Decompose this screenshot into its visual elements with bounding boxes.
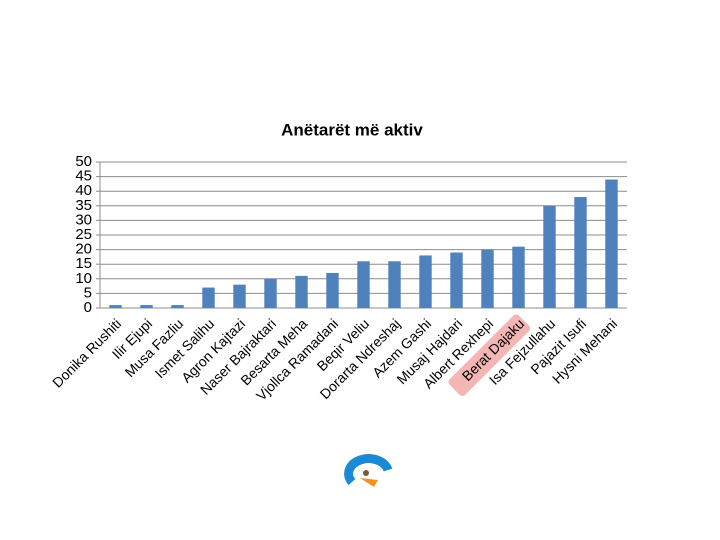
y-tick-label: 35	[75, 197, 92, 214]
bar	[388, 261, 401, 308]
bar	[357, 261, 370, 308]
y-tick-label: 0	[84, 299, 92, 316]
bar	[326, 272, 339, 308]
bar	[419, 255, 432, 308]
bar	[295, 275, 308, 308]
bar	[264, 278, 277, 308]
y-tick-label: 25	[75, 226, 92, 243]
bar	[543, 205, 556, 308]
bar	[202, 287, 215, 308]
chart-title: Anëtarët më aktiv	[281, 120, 423, 139]
bar	[140, 305, 153, 308]
label-highlight	[448, 314, 531, 397]
y-tick-label: 5	[84, 284, 92, 301]
y-tick-label: 30	[75, 211, 92, 228]
bar	[109, 305, 122, 308]
y-tick-label: 50	[75, 153, 92, 170]
y-tick-label: 15	[75, 255, 92, 272]
logo-dot	[363, 470, 369, 476]
logo-mark	[360, 478, 378, 487]
y-tick-label: 45	[75, 168, 92, 185]
y-tick-label: 20	[75, 241, 92, 258]
bar	[481, 249, 494, 308]
bar	[574, 197, 587, 308]
bar	[605, 179, 618, 308]
bar	[512, 246, 525, 308]
y-tick-label: 10	[75, 270, 92, 287]
bar	[450, 252, 463, 308]
y-tick-label: 40	[75, 182, 92, 199]
logo-arc	[344, 454, 393, 485]
logo	[344, 454, 393, 487]
bar	[171, 305, 184, 308]
bar	[233, 284, 246, 308]
